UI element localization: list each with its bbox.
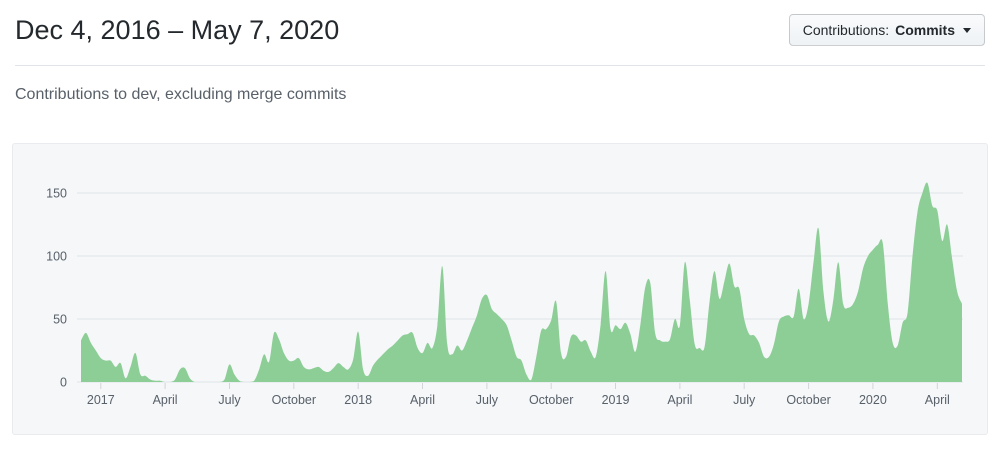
x-tick-label: October (272, 393, 316, 407)
x-tick-label: October (786, 393, 830, 407)
y-tick-label-0: 0 (60, 376, 67, 390)
x-tick-label: 2019 (602, 393, 630, 407)
x-tick-label: July (476, 393, 499, 407)
chart-description: Contributions to dev, excluding merge co… (15, 86, 347, 103)
x-tick-label: April (925, 393, 950, 407)
page-title: Dec 4, 2016 – May 7, 2020 (15, 15, 340, 45)
contributions-dropdown-button[interactable]: Contributions: Commits (788, 14, 985, 46)
x-tick-label: April (410, 393, 435, 407)
commits-area-series[interactable] (81, 182, 962, 382)
contributions-dropdown-value: Commits (895, 22, 955, 38)
x-axis: 2017 April July October 2018 April July October… (87, 383, 950, 407)
y-tick-label-150: 150 (46, 187, 67, 201)
x-tick-label: 2020 (859, 393, 887, 407)
x-tick-label: April (667, 393, 692, 407)
y-tick-label-50: 50 (53, 313, 67, 327)
x-tick-label: 2017 (87, 393, 115, 407)
x-tick-label: 2018 (344, 393, 372, 407)
y-axis-labels: 0 50 100 150 (46, 187, 67, 390)
header-divider (15, 65, 985, 66)
x-tick-label: July (218, 393, 241, 407)
dropdown-caret-icon (963, 27, 971, 33)
contributions-dropdown-prefix: Contributions: (802, 22, 890, 38)
x-tick-label: July (733, 393, 756, 407)
page-header: Dec 4, 2016 – May 7, 2020 Contributions:… (15, 12, 985, 48)
x-tick-label: October (529, 393, 573, 407)
contributions-chart-panel: 0 50 100 150 2017 April July October 2018 April Ju… (12, 143, 988, 435)
contributions-area-chart[interactable]: 0 50 100 150 2017 April July October 2018 April Ju… (13, 144, 987, 434)
y-tick-label-100: 100 (46, 250, 67, 264)
x-tick-label: April (153, 393, 178, 407)
